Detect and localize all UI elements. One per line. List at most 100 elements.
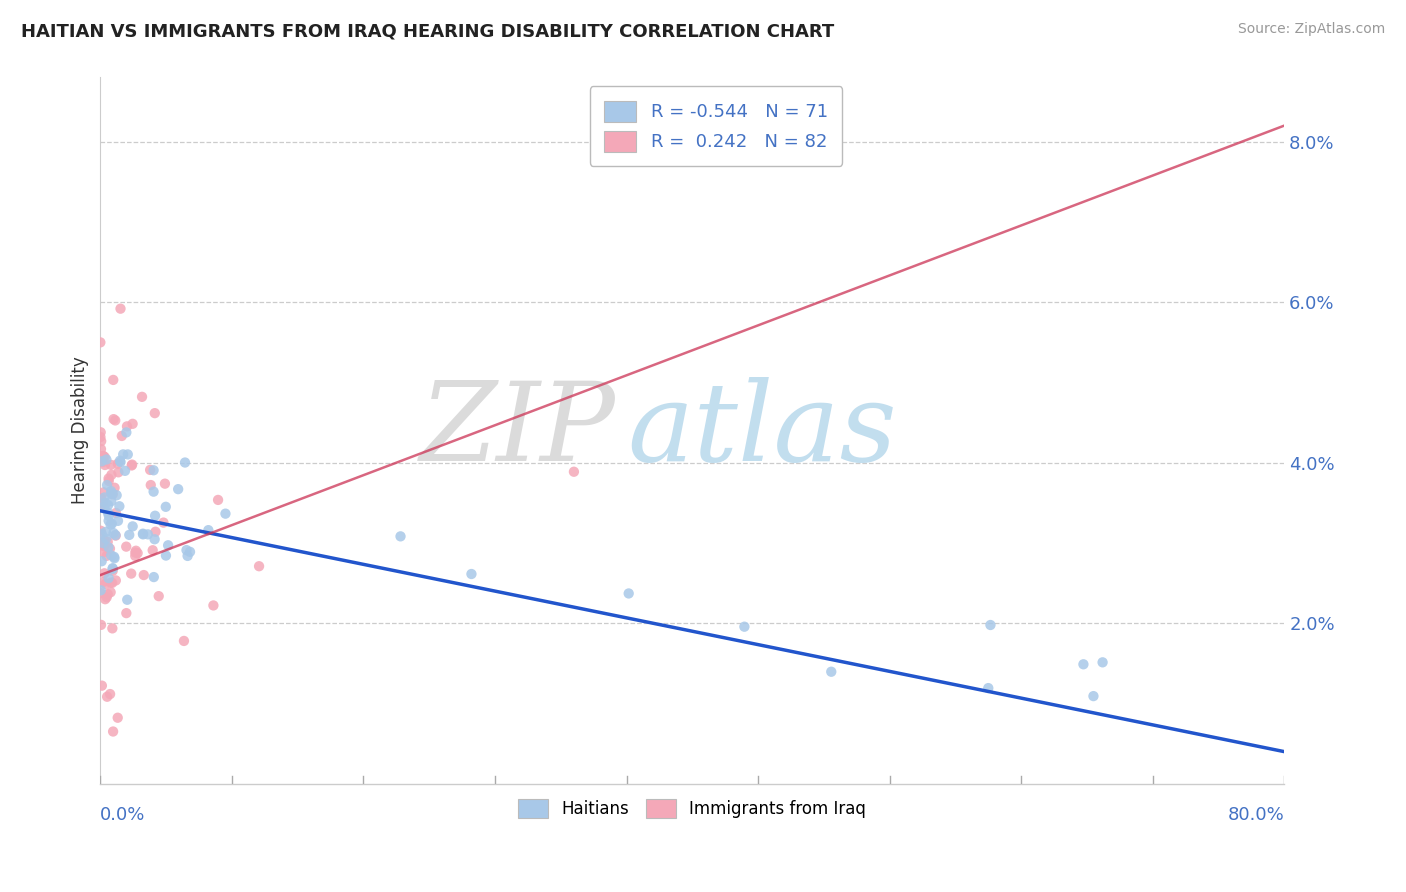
Point xyxy=(1091,656,1114,670)
Point xyxy=(155,549,177,563)
Point xyxy=(103,551,125,566)
Point xyxy=(207,492,229,507)
Point xyxy=(105,488,128,502)
Point xyxy=(460,567,482,582)
Point xyxy=(97,571,120,585)
Point xyxy=(100,467,122,482)
Point xyxy=(96,549,118,563)
Point xyxy=(103,412,125,426)
Point xyxy=(94,496,117,510)
Legend: Haitians, Immigrants from Iraq: Haitians, Immigrants from Iraq xyxy=(512,792,873,825)
Point xyxy=(733,620,755,634)
Point xyxy=(1073,657,1095,672)
Point xyxy=(142,570,165,584)
Point xyxy=(389,529,412,543)
Point xyxy=(103,526,125,541)
Point xyxy=(93,500,115,514)
Point xyxy=(90,618,112,632)
Point xyxy=(979,618,1001,632)
Point xyxy=(152,516,174,530)
Point xyxy=(100,549,122,563)
Point xyxy=(93,566,115,581)
Point xyxy=(139,478,162,492)
Point xyxy=(145,524,167,539)
Point xyxy=(132,568,155,582)
Point xyxy=(100,585,122,599)
Point xyxy=(120,566,142,581)
Point xyxy=(153,476,176,491)
Point xyxy=(90,425,112,440)
Point xyxy=(100,487,122,501)
Point xyxy=(91,449,114,463)
Point xyxy=(107,465,129,479)
Point xyxy=(117,447,139,461)
Point xyxy=(90,442,112,456)
Point xyxy=(977,681,1000,695)
Point xyxy=(101,564,124,578)
Point xyxy=(115,592,138,607)
Point xyxy=(94,532,117,546)
Point xyxy=(131,390,153,404)
Point xyxy=(127,546,149,560)
Point xyxy=(98,541,121,556)
Point xyxy=(97,474,120,488)
Point xyxy=(107,711,129,725)
Point xyxy=(100,494,122,508)
Text: Source: ZipAtlas.com: Source: ZipAtlas.com xyxy=(1237,22,1385,37)
Point xyxy=(101,516,124,531)
Point xyxy=(98,687,121,701)
Point xyxy=(173,634,195,648)
Point xyxy=(132,526,155,541)
Point xyxy=(96,591,118,605)
Point xyxy=(100,517,122,532)
Point xyxy=(97,514,120,528)
Point xyxy=(179,545,201,559)
Point xyxy=(142,463,165,477)
Point xyxy=(103,549,125,564)
Point xyxy=(101,621,124,635)
Point xyxy=(101,487,124,501)
Point xyxy=(111,429,134,443)
Point xyxy=(90,583,112,598)
Point xyxy=(89,335,111,350)
Point xyxy=(96,690,118,704)
Point xyxy=(136,527,159,541)
Point xyxy=(617,586,640,600)
Point xyxy=(97,471,120,485)
Point xyxy=(115,419,138,434)
Point xyxy=(101,724,124,739)
Point xyxy=(104,574,127,588)
Point xyxy=(90,454,112,468)
Point xyxy=(197,523,219,537)
Point xyxy=(101,575,124,590)
Point xyxy=(104,506,127,520)
Point xyxy=(97,587,120,601)
Point xyxy=(124,545,146,559)
Point xyxy=(143,533,166,547)
Point xyxy=(121,519,143,533)
Point xyxy=(167,482,190,496)
Point xyxy=(114,464,136,478)
Point xyxy=(90,491,112,506)
Point xyxy=(202,599,225,613)
Point xyxy=(93,491,115,505)
Point xyxy=(91,455,114,469)
Point xyxy=(121,458,143,473)
Point xyxy=(97,498,120,512)
Point xyxy=(820,665,842,679)
Point xyxy=(157,538,180,552)
Point xyxy=(90,498,112,512)
Point xyxy=(108,500,131,514)
Point xyxy=(94,524,117,539)
Point xyxy=(103,373,125,387)
Point xyxy=(94,577,117,591)
Point xyxy=(125,543,148,558)
Point xyxy=(93,545,115,559)
Point xyxy=(94,458,117,472)
Point xyxy=(176,543,198,558)
Point xyxy=(1083,689,1105,703)
Text: 0.0%: 0.0% xyxy=(100,806,146,824)
Point xyxy=(93,539,115,553)
Point xyxy=(176,549,198,563)
Point xyxy=(174,456,197,470)
